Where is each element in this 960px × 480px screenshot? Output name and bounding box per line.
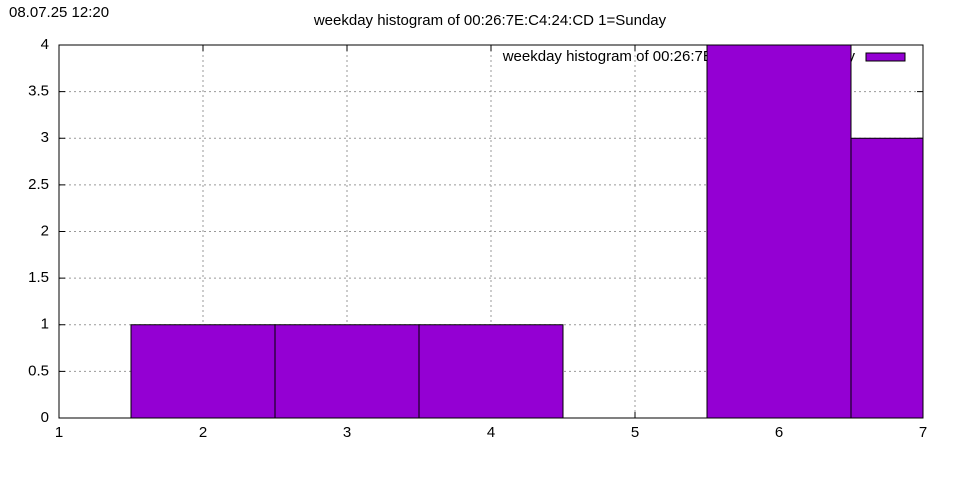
x-tick-label: 6 — [775, 424, 783, 441]
y-tick-label: 1 — [41, 316, 49, 333]
y-tick-label: 0.5 — [28, 362, 49, 379]
y-tick-label: 3.5 — [28, 83, 49, 100]
bar — [418, 324, 564, 418]
y-tick-label: 1.5 — [28, 269, 49, 286]
x-tick-label: 7 — [919, 424, 927, 441]
plot-border — [58, 44, 924, 419]
x-tick-label: 2 — [199, 424, 207, 441]
x-tick-label: 4 — [487, 424, 495, 441]
y-tick-label: 0 — [41, 409, 49, 426]
bar — [274, 324, 420, 418]
bars — [130, 45, 923, 418]
y-tick-label: 2 — [41, 222, 49, 239]
legend-swatch — [865, 52, 906, 62]
bar — [130, 324, 276, 418]
y-tick-label: 2.5 — [28, 176, 49, 193]
chart-title: weekday histogram of 00:26:7E:C4:24:CD 1… — [313, 12, 667, 29]
y-tick-label: 3 — [41, 129, 49, 146]
timestamp: 08.07.25 12:20 — [9, 4, 109, 21]
bar — [706, 45, 852, 418]
x-tick-label: 3 — [343, 424, 351, 441]
bar — [850, 137, 923, 418]
y-tick-label: 4 — [41, 36, 49, 53]
x-tick-label: 1 — [55, 424, 63, 441]
x-tick-label: 5 — [631, 424, 639, 441]
